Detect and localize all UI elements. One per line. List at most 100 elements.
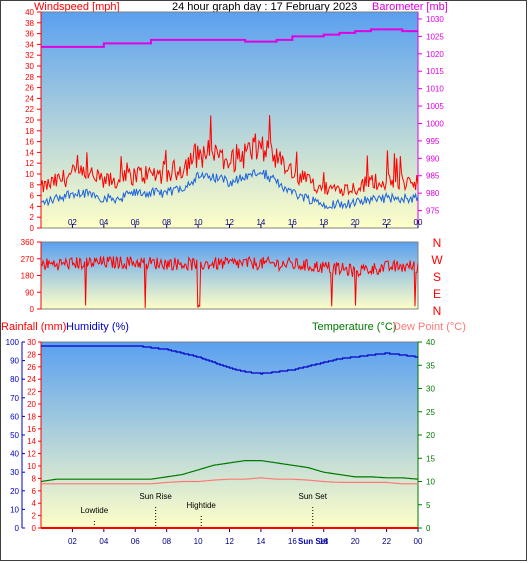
compass-label-n-bottom: N xyxy=(433,304,442,318)
rainfall-tick-label: 24 xyxy=(27,375,36,384)
windspeed-tick-label: 16 xyxy=(25,138,34,147)
temperature-axis-title: Temperature (°C) xyxy=(312,321,396,333)
humidity-tick-label: 20 xyxy=(10,487,19,496)
barometer-tick-label: 1000 xyxy=(426,119,444,128)
windspeed-tick-label: 6 xyxy=(30,192,35,201)
temperature-x-tick-label: 02 xyxy=(68,537,77,546)
windspeed-tick-label: 36 xyxy=(25,30,34,39)
temperature-tick-label: 30 xyxy=(426,385,435,394)
barometer-tick-label: 980 xyxy=(426,189,440,198)
barometer-tick-label: 985 xyxy=(426,172,440,181)
rainfall-tick-label: 8 xyxy=(32,474,37,483)
rainfall-tick-label: 26 xyxy=(27,363,36,372)
rainfall-tick-label: 4 xyxy=(32,499,37,508)
temperature-x-tick-label: 04 xyxy=(99,537,108,546)
humidity-tick-label: 10 xyxy=(10,505,19,514)
humidity-tick-label: 80 xyxy=(10,375,19,384)
annotation-label: Hightide xyxy=(187,501,217,510)
temperature-x-tick-label: 06 xyxy=(131,537,140,546)
direction-tick-label: 270 xyxy=(21,255,35,264)
windspeed-series-line xyxy=(40,168,419,210)
humidity-tick-label: 50 xyxy=(10,431,19,440)
windspeed-tick-label: 0 xyxy=(30,224,35,233)
rainfall-tick-label: 22 xyxy=(27,388,36,397)
humidity-axis-title: Humidity (%) xyxy=(66,321,129,333)
compass-label-w: W xyxy=(431,253,443,267)
temperature-x-tick-label: 10 xyxy=(194,537,203,546)
humidity-tick-label: 40 xyxy=(10,450,19,459)
wind-x-tick-label: 10 xyxy=(194,218,203,227)
direction-y-axis: 0 90 180 270 360 xyxy=(21,238,42,314)
temperature-tick-label: 15 xyxy=(426,454,435,463)
direction-tick-label: 180 xyxy=(21,272,35,281)
windspeed-tick-label: 32 xyxy=(25,51,34,60)
compass-label-s: S xyxy=(433,270,441,284)
temperature-x-tick-label: 12 xyxy=(225,537,234,546)
direction-tick-label: 0 xyxy=(30,305,35,314)
annotation-label: Sun Set xyxy=(299,492,328,501)
wind-x-tick-label: 12 xyxy=(225,218,234,227)
windspeed-tick-label: 40 xyxy=(25,8,34,17)
sunset-axis-marker: Sun Set xyxy=(298,537,328,546)
rainfall-axis-title: Rainfall (mm) xyxy=(1,321,66,333)
rainfall-tick-label: 2 xyxy=(32,512,37,521)
rainfall-tick-label: 28 xyxy=(27,350,36,359)
wind-x-tick-label: 02 xyxy=(68,218,77,227)
windspeed-tick-label: 20 xyxy=(25,116,34,125)
humidity-tick-label: 30 xyxy=(10,468,19,477)
wind-direction-series-line xyxy=(40,255,419,309)
barometer-tick-label: 1010 xyxy=(426,85,444,94)
wind-x-tick-label: 06 xyxy=(131,218,140,227)
annotation-label: Lowtide xyxy=(81,506,109,515)
compass-labels: N W S E N xyxy=(431,236,443,318)
wind-x-tick-label: 04 xyxy=(99,218,108,227)
temperature-x-tick-label: 00 xyxy=(414,537,423,546)
chart-title: 24 hour graph day : 17 February 2023 xyxy=(172,1,357,13)
humidity-tick-label: 60 xyxy=(10,412,19,421)
direction-series-layer xyxy=(40,255,419,309)
temperature-tick-label: 0 xyxy=(426,524,431,533)
windspeed-tick-label: 8 xyxy=(30,181,35,190)
rainfall-tick-label: 18 xyxy=(27,412,36,421)
temperature-tick-label: 40 xyxy=(426,338,435,347)
wind-x-tick-label: 08 xyxy=(162,218,171,227)
wind-x-tick-label: 00 xyxy=(414,218,423,227)
temperature-y-axis: 0 5 10 15 20 25 30 35 40 xyxy=(417,338,435,533)
rainfall-tick-label: 16 xyxy=(27,425,36,434)
temperature-x-tick-label: 14 xyxy=(256,537,265,546)
barometer-tick-label: 990 xyxy=(426,154,440,163)
windspeed-tick-label: 30 xyxy=(25,62,34,71)
annotation-label: Sun Rise xyxy=(139,492,172,501)
barometer-tick-label: 1015 xyxy=(426,67,444,76)
tide-sun-annotations: Lowtide Sun Rise Hightide Sun Set xyxy=(81,492,328,526)
wind-x-tick-label: 14 xyxy=(256,218,265,227)
rainfall-tick-label: 14 xyxy=(27,437,36,446)
humidity-tick-label: 90 xyxy=(10,357,19,366)
temperature-tick-label: 5 xyxy=(426,501,431,510)
humidity-series-line xyxy=(41,345,418,375)
windspeed-tick-label: 28 xyxy=(25,73,34,82)
barometer-tick-label: 1005 xyxy=(426,102,444,111)
direction-tick-label: 360 xyxy=(21,238,35,247)
dewpoint-axis-title: Dew Point (°C) xyxy=(393,321,466,333)
temperature-tick-label: 35 xyxy=(426,361,435,370)
wind-x-axis: 02 04 06 08 10 12 14 16 18 20 22 00 xyxy=(68,218,423,228)
temperature-x-tick-label: 16 xyxy=(288,537,297,546)
temperature-series-layer xyxy=(40,345,419,529)
barometer-series-line xyxy=(41,28,418,48)
humidity-tick-label: 70 xyxy=(10,394,19,403)
temperature-series-line xyxy=(40,460,419,483)
rainfall-tick-label: 12 xyxy=(27,450,36,459)
direction-plot-area xyxy=(40,241,419,310)
rainfall-tick-label: 10 xyxy=(27,462,36,471)
temperature-tick-label: 20 xyxy=(426,431,435,440)
wind-x-tick-label: 22 xyxy=(382,218,391,227)
barometer-tick-label: 975 xyxy=(426,207,440,216)
windspeed-tick-label: 10 xyxy=(25,170,34,179)
wind-x-tick-label: 18 xyxy=(319,218,328,227)
barometer-tick-label: 1030 xyxy=(426,15,444,24)
gust-series-line xyxy=(40,115,419,197)
compass-label-n-top: N xyxy=(433,236,442,250)
